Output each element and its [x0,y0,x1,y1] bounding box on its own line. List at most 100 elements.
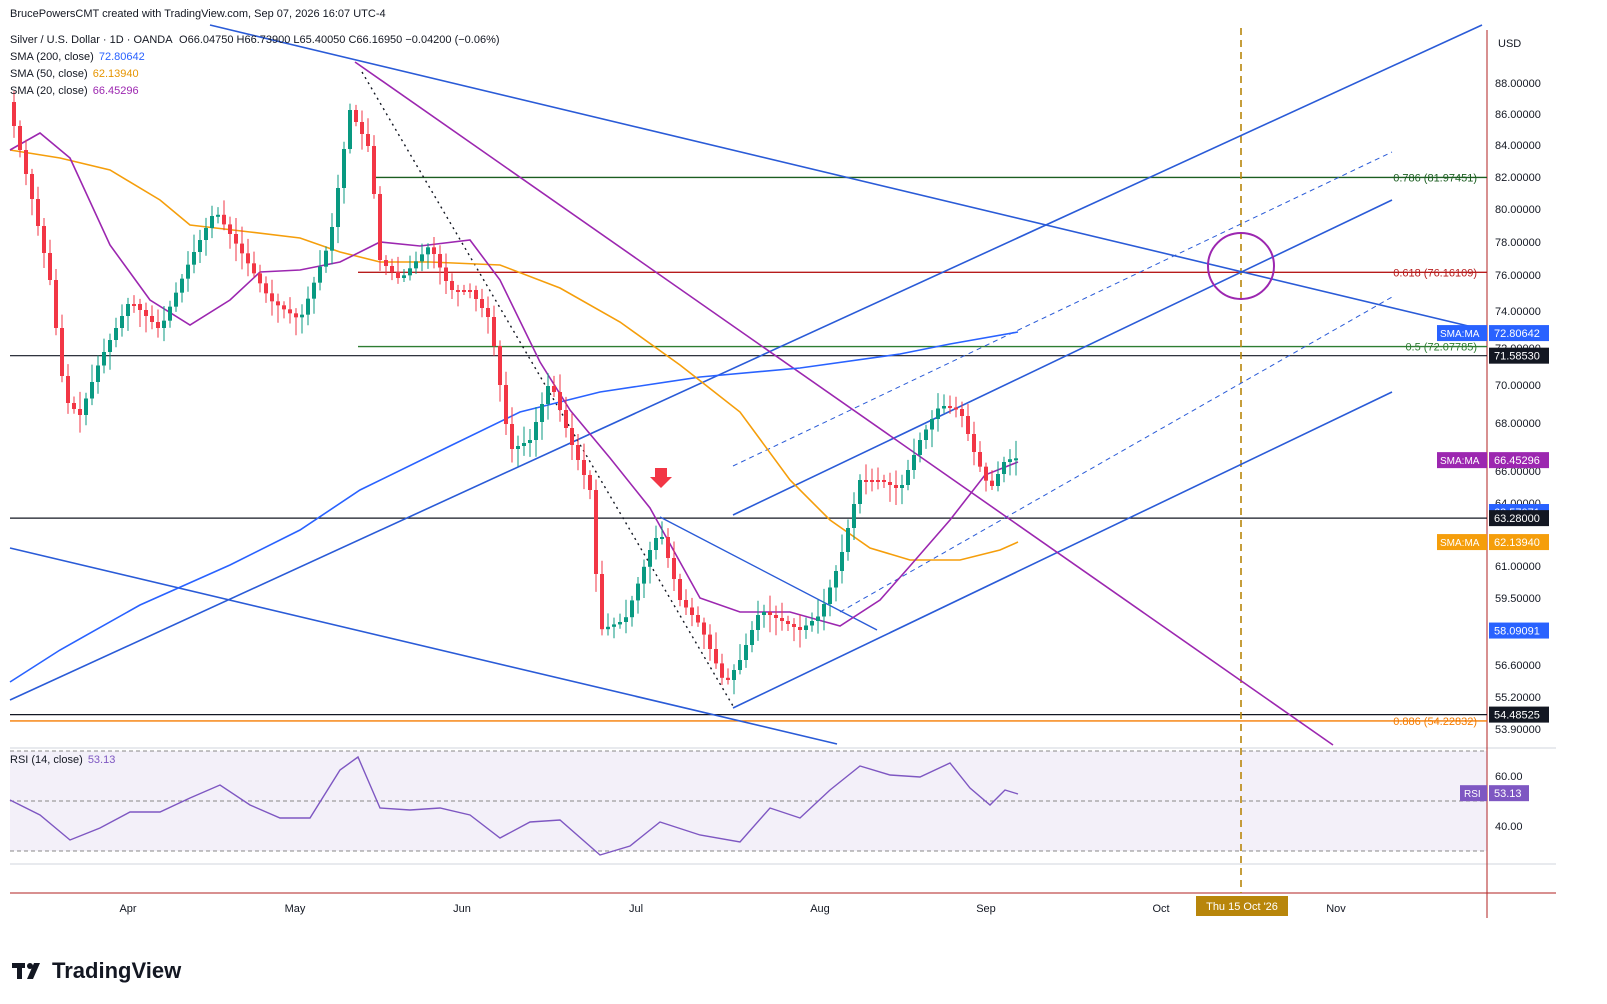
candle [336,174,340,244]
candle-body [852,504,856,528]
candle-body [126,304,130,316]
candle [954,396,958,418]
candle-body [648,550,652,567]
price-badge-value: 58.09091 [1494,626,1540,638]
price-badge-value: 71.58530 [1494,351,1540,363]
candle-body [906,470,910,485]
price-badge-label-bg [1437,452,1487,469]
candle [732,664,736,695]
candle [270,279,274,316]
candle-body [498,346,502,385]
candle-body [402,275,406,278]
candle-body [12,102,16,126]
x-tick-label: Aug [810,903,830,915]
upper-channel-trendline [209,24,1486,331]
candle [240,226,244,270]
candle-body [36,199,40,226]
candle [168,300,172,328]
candle [510,407,514,463]
legend-sma20[interactable]: SMA (20, close) 66.45296 [10,85,139,97]
candle-body [78,409,82,415]
candle [660,521,664,545]
candle-body [192,252,196,265]
candle-body [660,537,664,539]
rsi-line [9,755,1019,856]
y-tick-label: 53.90000 [1495,724,1541,736]
candle-body [468,290,472,292]
candle [210,205,214,239]
candle-body [378,194,382,260]
candle [228,216,232,249]
candle [384,255,388,275]
candle-body [84,398,88,415]
candle [996,461,1000,492]
candle-body [354,110,358,122]
candle-body [978,452,982,467]
candle-body [156,322,160,328]
candle [84,392,88,426]
date-marker-badge-text: Thu 15 Oct '26 [1206,901,1278,913]
candle [522,426,526,456]
candle-body [816,616,820,621]
candle [504,371,508,435]
candle-body [774,615,778,618]
candle-body [654,538,658,550]
candle [816,599,820,634]
candle-body [336,188,340,227]
candle-body [900,485,904,488]
candle [306,286,310,326]
legend-sma50[interactable]: SMA (50, close) 62.13940 [10,68,139,80]
candle-body [258,273,262,284]
candle-body [630,600,634,618]
candle [516,435,520,467]
legend-sma200[interactable]: SMA (200, close) 72.80642 [10,51,145,63]
tradingview-logo[interactable]: TradingView [12,958,181,984]
candle-body [786,621,790,624]
candle [30,168,34,216]
candle [468,283,472,299]
candle-body [720,663,724,678]
candle-body [342,149,346,188]
candle [786,615,790,631]
candle-body [864,480,868,482]
candle-body [198,240,202,252]
candle [438,245,442,285]
candle [768,595,772,633]
candle [132,295,136,313]
candle-body [798,627,802,630]
candle-body [780,618,784,621]
symbol-title: Silver / U.S. Dollar · 1D · OANDA [10,34,172,46]
candle [60,314,64,383]
candle-body [732,670,736,680]
legend-rsi[interactable]: RSI (14, close) 53.13 [10,754,115,766]
candle [198,229,202,263]
price-badge-value-bg [1489,706,1549,723]
candle-body [672,558,676,579]
fib-level-label: 0.618 (76.16109) [1393,267,1477,279]
candle-body [486,308,490,317]
candle-body [804,625,808,630]
rsi-value: 53.13 [87,754,116,766]
fib-level-label: 0.5 (72.07785) [1405,342,1477,354]
candle-body [162,320,166,328]
candle-body [918,440,922,455]
candle [876,467,880,490]
candle [636,577,640,614]
candle-body [240,243,244,254]
candle [348,103,352,154]
candle [870,468,874,492]
candle-body [912,455,916,470]
price-badge-label: SMA:MA [1440,329,1480,340]
candle [930,410,934,448]
candle-body [300,314,304,318]
candle [456,284,460,307]
candle [588,470,592,500]
candle [42,218,46,268]
candle-body [606,626,610,630]
candle [312,276,316,314]
candle [300,304,304,334]
rsi-badge-value: 53.13 [1494,788,1522,800]
candle [612,617,616,639]
candle-body [222,214,226,225]
